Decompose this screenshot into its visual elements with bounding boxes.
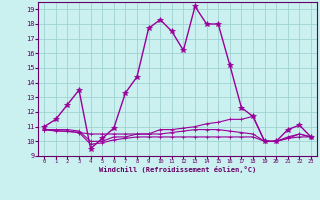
X-axis label: Windchill (Refroidissement éolien,°C): Windchill (Refroidissement éolien,°C) (99, 166, 256, 173)
